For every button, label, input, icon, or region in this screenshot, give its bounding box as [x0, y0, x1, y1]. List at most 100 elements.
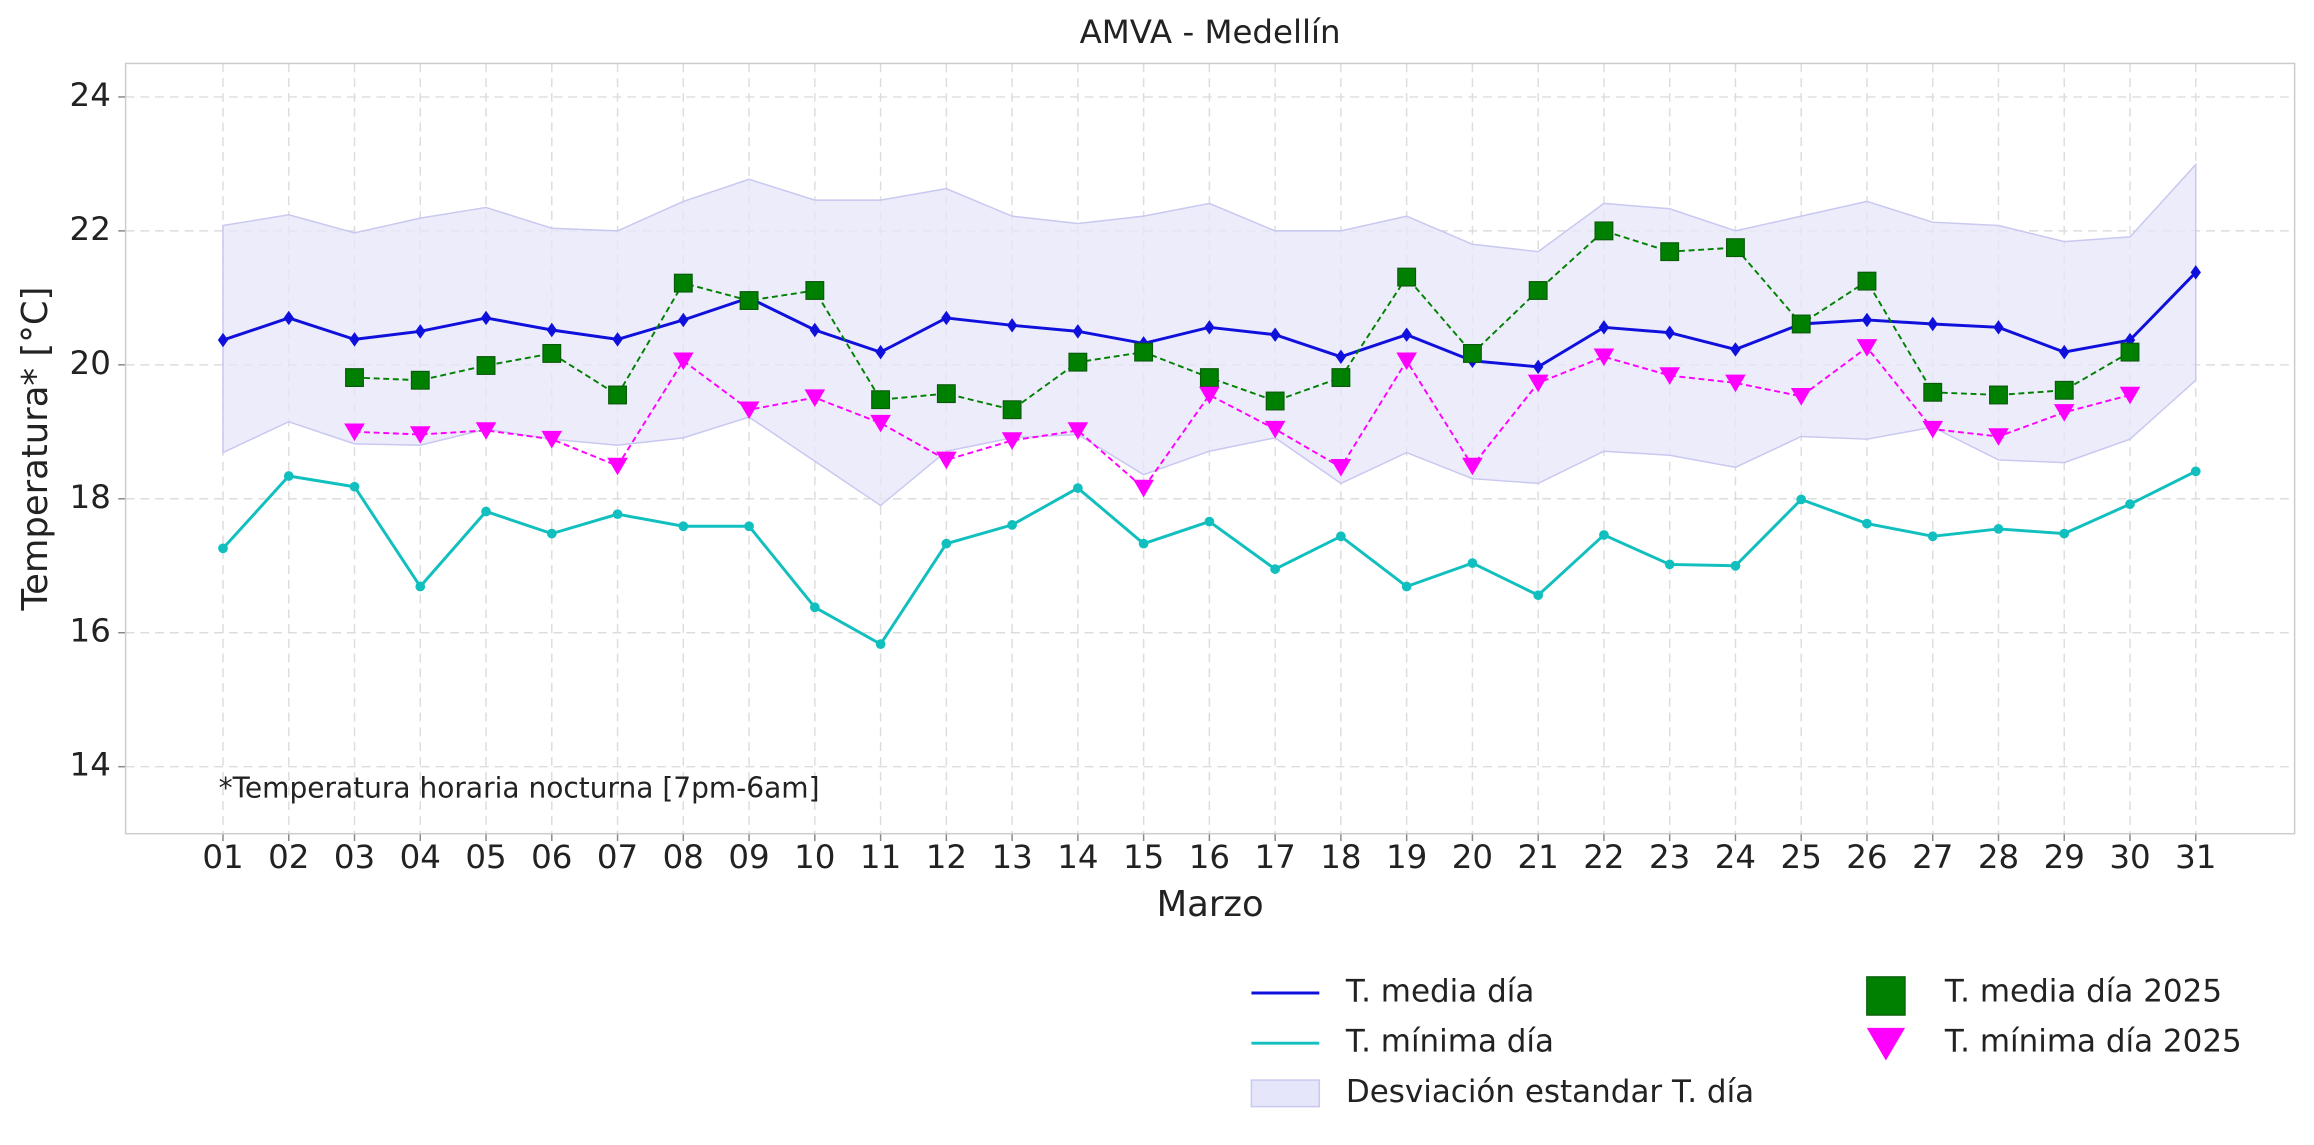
marker: [2059, 528, 2070, 539]
marker: [1922, 420, 1944, 439]
marker: [541, 430, 563, 449]
marker: [941, 538, 952, 549]
series-line: [354, 346, 2131, 490]
marker: [1072, 483, 1083, 493]
marker: [546, 322, 557, 338]
x-tick-label: 18: [1320, 838, 1361, 876]
legend-label: T. mínima día 2025: [1944, 1024, 2242, 1060]
marker: [1331, 368, 1351, 388]
legend-label: T. mínima día: [1345, 1024, 1554, 1060]
marker: [1336, 531, 1346, 542]
marker: [805, 281, 825, 300]
marker: [1068, 352, 1088, 372]
marker: [1199, 386, 1220, 405]
y-tick-label: 22: [70, 210, 111, 248]
marker: [1993, 320, 2004, 335]
x-tick-label: 06: [531, 838, 572, 876]
marker: [672, 352, 694, 371]
marker: [1993, 524, 2004, 534]
marker: [936, 384, 956, 404]
marker: [1989, 385, 2008, 405]
marker: [1598, 320, 1610, 335]
marker: [1133, 479, 1154, 498]
marker: [1199, 368, 1219, 388]
marker: [941, 310, 952, 326]
x-tick-label: 22: [1583, 838, 1624, 876]
x-tick-label: 25: [1781, 838, 1822, 876]
x-tick-label: 05: [465, 838, 506, 876]
marker: [1330, 459, 1352, 477]
marker: [1134, 342, 1154, 362]
marker: [1796, 494, 1807, 505]
x-tick-label: 03: [334, 838, 375, 876]
marker: [1725, 374, 1746, 393]
marker: [875, 344, 886, 360]
x-tick-label: 11: [860, 838, 901, 876]
y-tick-label: 18: [70, 478, 111, 516]
marker: [1002, 400, 1022, 420]
marker: [1923, 382, 1943, 402]
marker: [1730, 560, 1741, 571]
marker: [1790, 388, 1812, 406]
marker: [1265, 391, 1285, 411]
marker: [870, 414, 891, 433]
marker: [1730, 342, 1741, 357]
x-tick-label: 20: [1452, 838, 1493, 876]
marker: [1401, 581, 1412, 592]
x-tick-label: 29: [2044, 838, 2085, 876]
x-tick-label: 12: [926, 838, 967, 876]
marker: [1594, 221, 1614, 241]
marker: [1001, 432, 1023, 450]
marker: [2190, 466, 2201, 477]
x-tick-label: 02: [268, 838, 309, 876]
x-tick-label: 08: [663, 838, 704, 876]
legend: T. media día T. mínima día Desviación esta…: [1250, 974, 2242, 1110]
x-tick-label: 10: [794, 838, 835, 876]
marker: [1396, 352, 1417, 371]
marker: [345, 368, 364, 388]
marker: [1791, 314, 1811, 334]
marker: [415, 581, 426, 592]
x-tick-label: 17: [1254, 838, 1295, 876]
x-tick-label: 07: [597, 838, 638, 876]
marker: [1204, 516, 1215, 527]
marker: [1467, 558, 1478, 568]
marker: [1462, 344, 1482, 363]
marker: [542, 344, 562, 363]
marker: [1264, 420, 1286, 439]
marker: [1866, 1027, 1906, 1061]
x-tick-label: 24: [1715, 838, 1756, 876]
marker: [546, 528, 557, 539]
y-axis-label: Temperatura* [°C]: [15, 287, 56, 612]
marker: [809, 602, 820, 613]
chart-title: AMVA - Medellín: [1080, 13, 1341, 51]
x-tick-label: 19: [1386, 838, 1427, 876]
marker: [875, 639, 886, 649]
marker: [1335, 349, 1347, 365]
marker: [1664, 325, 1675, 340]
marker: [2119, 386, 2141, 405]
series-line: [354, 229, 2131, 411]
marker: [1862, 518, 1872, 529]
marker: [1006, 318, 1018, 333]
marker: [612, 509, 623, 520]
marker: [218, 543, 228, 554]
marker: [1270, 564, 1281, 574]
marker: [1401, 327, 1412, 342]
marker: [410, 370, 430, 390]
marker: [349, 481, 360, 492]
marker: [1138, 538, 1149, 549]
marker: [480, 310, 492, 326]
marker: [409, 426, 431, 444]
marker: [1528, 281, 1548, 300]
marker: [1533, 359, 1544, 375]
marker: [1927, 531, 1938, 542]
marker: [739, 291, 759, 310]
marker: [1988, 428, 2009, 446]
marker: [1599, 530, 1609, 540]
marker: [344, 423, 365, 442]
y-tick-label: 20: [70, 344, 111, 382]
marker: [1856, 339, 1878, 357]
marker: [476, 356, 496, 375]
